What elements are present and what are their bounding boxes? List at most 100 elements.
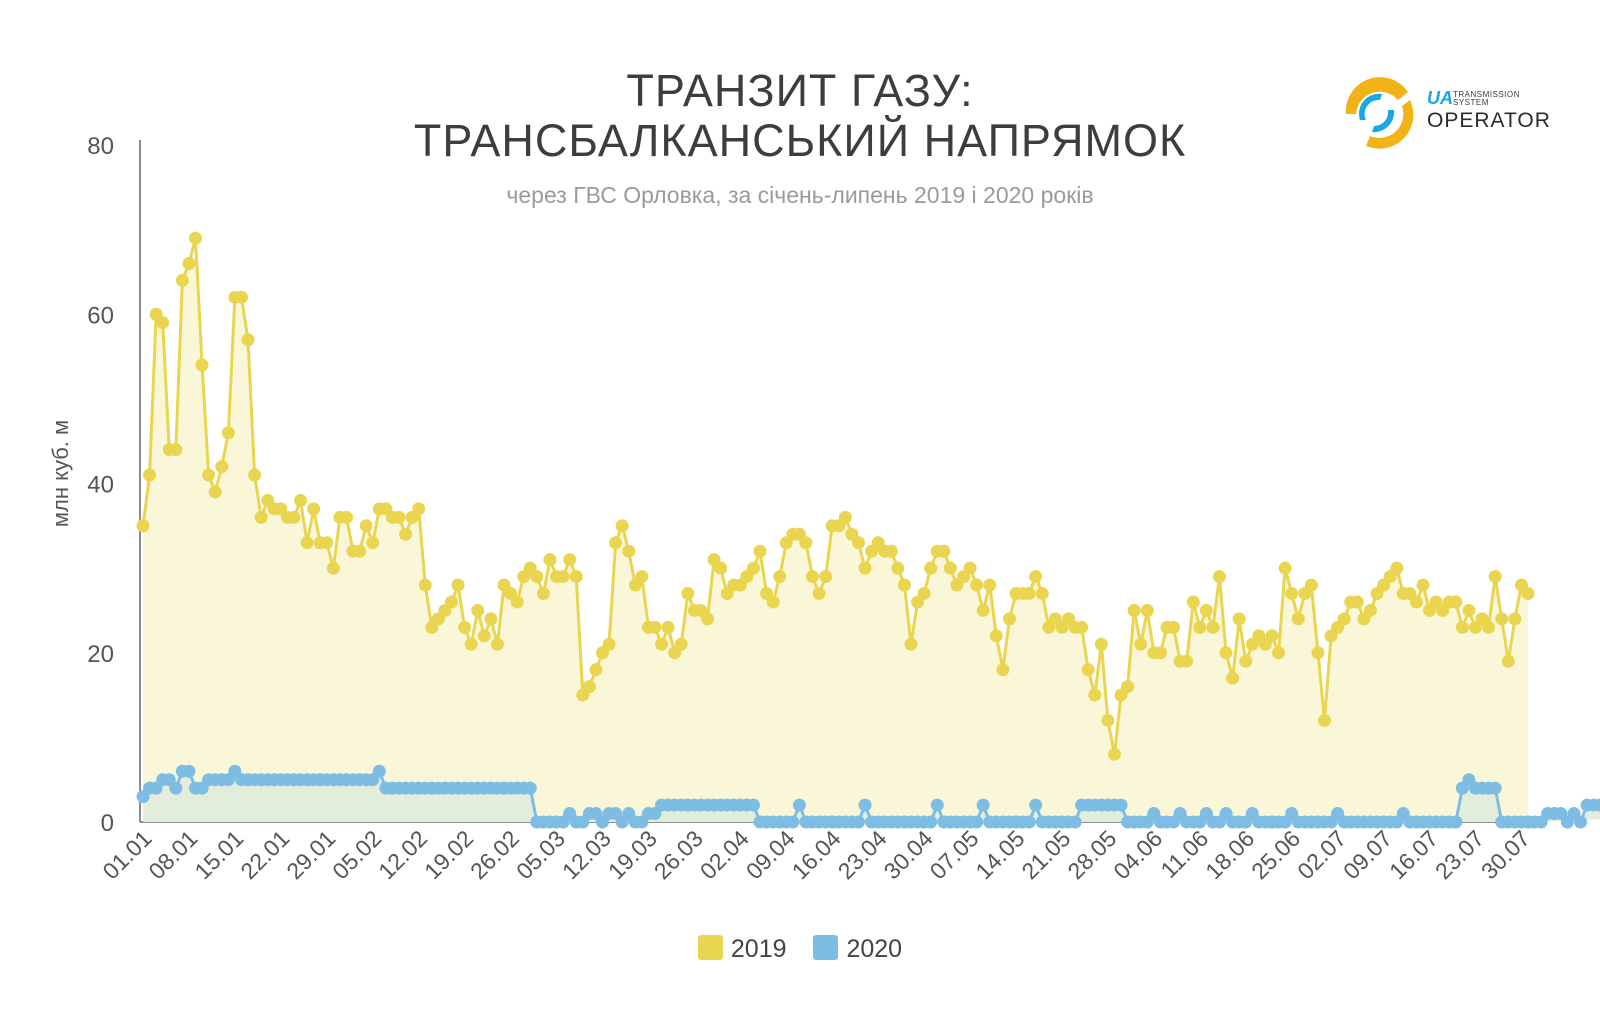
data-point-2020: [930, 798, 944, 812]
data-point-2020: [523, 781, 537, 795]
data-point-2019: [989, 629, 1003, 643]
data-point-2019: [1094, 637, 1108, 651]
logo-transmission-text: TRANSMISSION SYSTEM: [1453, 91, 1520, 107]
data-point-2019: [254, 510, 268, 524]
x-tick-label: 16.07: [1384, 825, 1443, 884]
legend-swatch-2019: [697, 934, 723, 960]
y-tick-label: 80: [87, 133, 114, 160]
legend-item-2019: 2019: [697, 934, 787, 964]
data-point-2019: [1134, 637, 1148, 651]
data-point-2020: [1029, 798, 1043, 812]
data-point-2020: [1574, 815, 1588, 829]
data-point-2019: [1127, 603, 1141, 617]
data-point-2019: [221, 426, 235, 440]
data-point-2019: [1363, 603, 1377, 617]
data-point-2019: [1035, 587, 1049, 601]
data-point-2019: [609, 536, 623, 550]
data-point-2019: [202, 468, 216, 482]
data-point-2020: [1022, 815, 1036, 829]
data-point-2019: [1350, 595, 1364, 609]
x-tick-label: 23.04: [833, 825, 892, 884]
data-point-2019: [1107, 747, 1121, 761]
data-point-2019: [136, 519, 150, 533]
y-tick-label: 0: [101, 810, 114, 837]
data-point-2019: [339, 510, 353, 524]
x-tick-label: 02.07: [1292, 825, 1351, 884]
x-tick-label: 22.01: [235, 825, 294, 884]
data-point-2019: [970, 578, 984, 592]
data-point-2019: [622, 544, 636, 558]
data-point-2020: [169, 781, 183, 795]
x-tick-label: 09.04: [741, 825, 800, 884]
data-point-2019: [563, 553, 577, 567]
chart-legend: 2019 2020: [0, 934, 1600, 964]
data-point-2019: [458, 620, 472, 634]
data-point-2019: [418, 578, 432, 592]
x-tick-label: 26.02: [465, 825, 524, 884]
data-point-2019: [326, 561, 340, 575]
data-point-2019: [1081, 663, 1095, 677]
data-point-2019: [1508, 612, 1522, 626]
logo-small-line1: TRANSMISSION: [1453, 90, 1520, 99]
data-point-2019: [1278, 561, 1292, 575]
data-point-2019: [819, 570, 833, 584]
legend-label-2020: 2020: [846, 934, 903, 963]
data-point-2019: [241, 333, 255, 347]
data-point-2019: [1416, 578, 1430, 592]
data-point-2019: [924, 561, 938, 575]
data-point-2019: [1239, 654, 1253, 668]
data-point-2019: [412, 502, 426, 516]
data-point-2019: [1193, 620, 1207, 634]
x-tick-label: 19.03: [603, 825, 662, 884]
data-point-2019: [1495, 612, 1509, 626]
legend-item-2020: 2020: [813, 934, 903, 964]
data-point-2019: [451, 578, 465, 592]
data-point-2019: [661, 620, 675, 634]
data-point-2019: [976, 603, 990, 617]
x-tick-label: 18.06: [1200, 825, 1259, 884]
x-tick-label: 08.01: [143, 825, 202, 884]
data-point-2019: [1521, 587, 1535, 601]
data-point-2020: [851, 815, 865, 829]
data-point-2019: [471, 603, 485, 617]
x-tick-label: 05.02: [327, 825, 386, 884]
x-tick-label: 12.02: [373, 825, 432, 884]
data-point-2019: [490, 637, 504, 651]
data-point-2019: [1029, 570, 1043, 584]
data-point-2019: [799, 536, 813, 550]
x-tick-label: 19.02: [419, 825, 478, 884]
data-point-2019: [320, 536, 334, 550]
data-point-2019: [1285, 587, 1299, 601]
data-point-2019: [996, 663, 1010, 677]
data-point-2019: [773, 570, 787, 584]
x-tick-label: 05.03: [511, 825, 570, 884]
data-point-2020: [976, 798, 990, 812]
data-point-2019: [569, 570, 583, 584]
data-point-2019: [963, 561, 977, 575]
data-point-2019: [1088, 688, 1102, 702]
data-point-2019: [838, 510, 852, 524]
data-point-2019: [234, 290, 248, 304]
logo-small-line2: SYSTEM: [1453, 98, 1489, 107]
data-point-2019: [1232, 612, 1246, 626]
data-point-2020: [858, 798, 872, 812]
data-point-2019: [655, 637, 669, 651]
data-point-2020: [970, 815, 984, 829]
data-point-2019: [681, 587, 695, 601]
data-point-2020: [1114, 798, 1128, 812]
x-tick-label: 23.07: [1430, 825, 1489, 884]
data-point-2019: [897, 578, 911, 592]
data-point-2020: [1449, 815, 1463, 829]
data-point-2019: [1022, 587, 1036, 601]
data-point-2019: [602, 637, 616, 651]
data-point-2019: [1226, 671, 1240, 685]
data-point-2019: [1291, 612, 1305, 626]
data-point-2019: [477, 629, 491, 643]
data-point-2019: [1482, 620, 1496, 634]
data-point-2019: [195, 358, 209, 372]
data-point-2019: [891, 561, 905, 575]
data-point-2019: [359, 519, 373, 533]
x-tick-label: 16.04: [787, 825, 846, 884]
data-point-2019: [1186, 595, 1200, 609]
